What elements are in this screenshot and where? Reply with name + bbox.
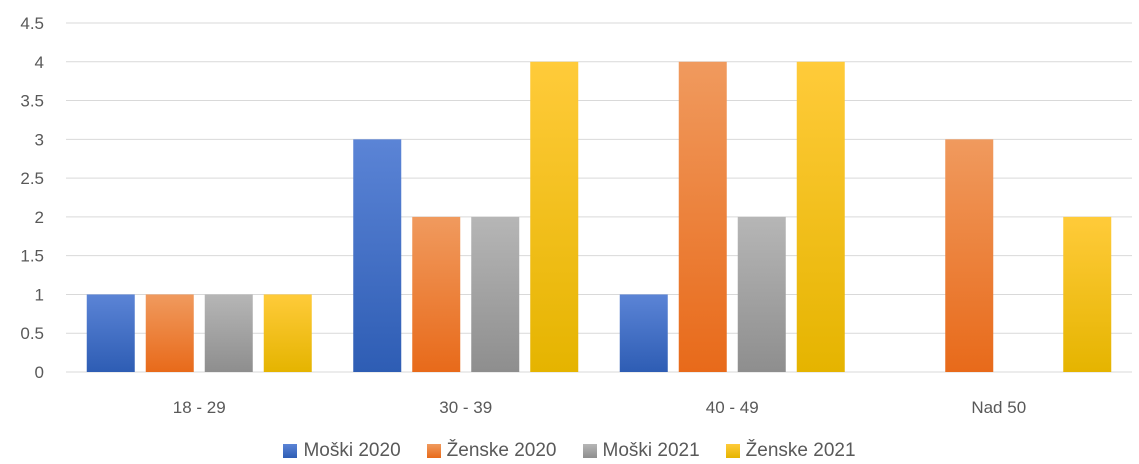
legend-swatch [725,444,740,458]
y-tick-label: 4 [35,53,44,72]
y-tick-label: 4.5 [20,14,44,33]
legend-item: Moški 2021 [582,440,700,462]
legend-swatch [582,444,597,458]
legend-item: Ženske 2020 [426,440,557,462]
bar-4-1 [263,294,312,372]
x-tick-label: 30 - 39 [439,398,492,417]
bar-2-2 [412,216,461,372]
bar-1-1 [86,294,135,372]
bar-4-3 [796,61,845,373]
legend-swatch [426,444,441,458]
bar-2-3 [678,61,727,373]
y-axis-ticks: 0 0.5 1 1.5 2 2.5 3 3.5 4 4.5 [20,14,44,382]
y-tick-label: 1.5 [20,247,44,266]
bar-3-1 [204,294,253,372]
x-tick-label: Nad 50 [971,398,1026,417]
bar-1-2 [353,139,402,372]
legend-item: Ženske 2021 [725,440,856,462]
y-tick-label: 3.5 [20,92,44,111]
legend-item: Moški 2020 [283,440,401,462]
bar-3-3 [737,216,786,372]
y-tick-label: 1 [35,285,44,304]
bar-3-2 [471,216,520,372]
legend-label: Ženske 2021 [745,440,856,461]
legend: Moški 2020 Ženske 2020 Moški 2021 Ženske 20… [0,440,1139,462]
y-tick-label: 0 [35,363,44,382]
x-tick-label: 40 - 49 [706,398,759,417]
bar-2-1 [145,294,194,372]
x-axis-ticks: 18 - 29 30 - 39 40 - 49 Nad 50 [173,398,1026,417]
legend-label: Moški 2020 [303,440,401,461]
bar-2-4 [945,139,994,372]
legend-label: Moški 2021 [602,440,700,461]
x-tick-label: 18 - 29 [173,398,226,417]
legend-swatch [283,444,298,458]
bar-4-4 [1063,216,1112,372]
y-tick-label: 2 [35,208,44,227]
bars [86,61,1112,373]
y-tick-label: 3 [35,130,44,149]
bar-4-2 [530,61,579,373]
bar-1-3 [619,294,668,372]
legend-label: Ženske 2020 [446,440,557,461]
y-tick-label: 0.5 [20,324,44,343]
y-tick-label: 2.5 [20,169,44,188]
